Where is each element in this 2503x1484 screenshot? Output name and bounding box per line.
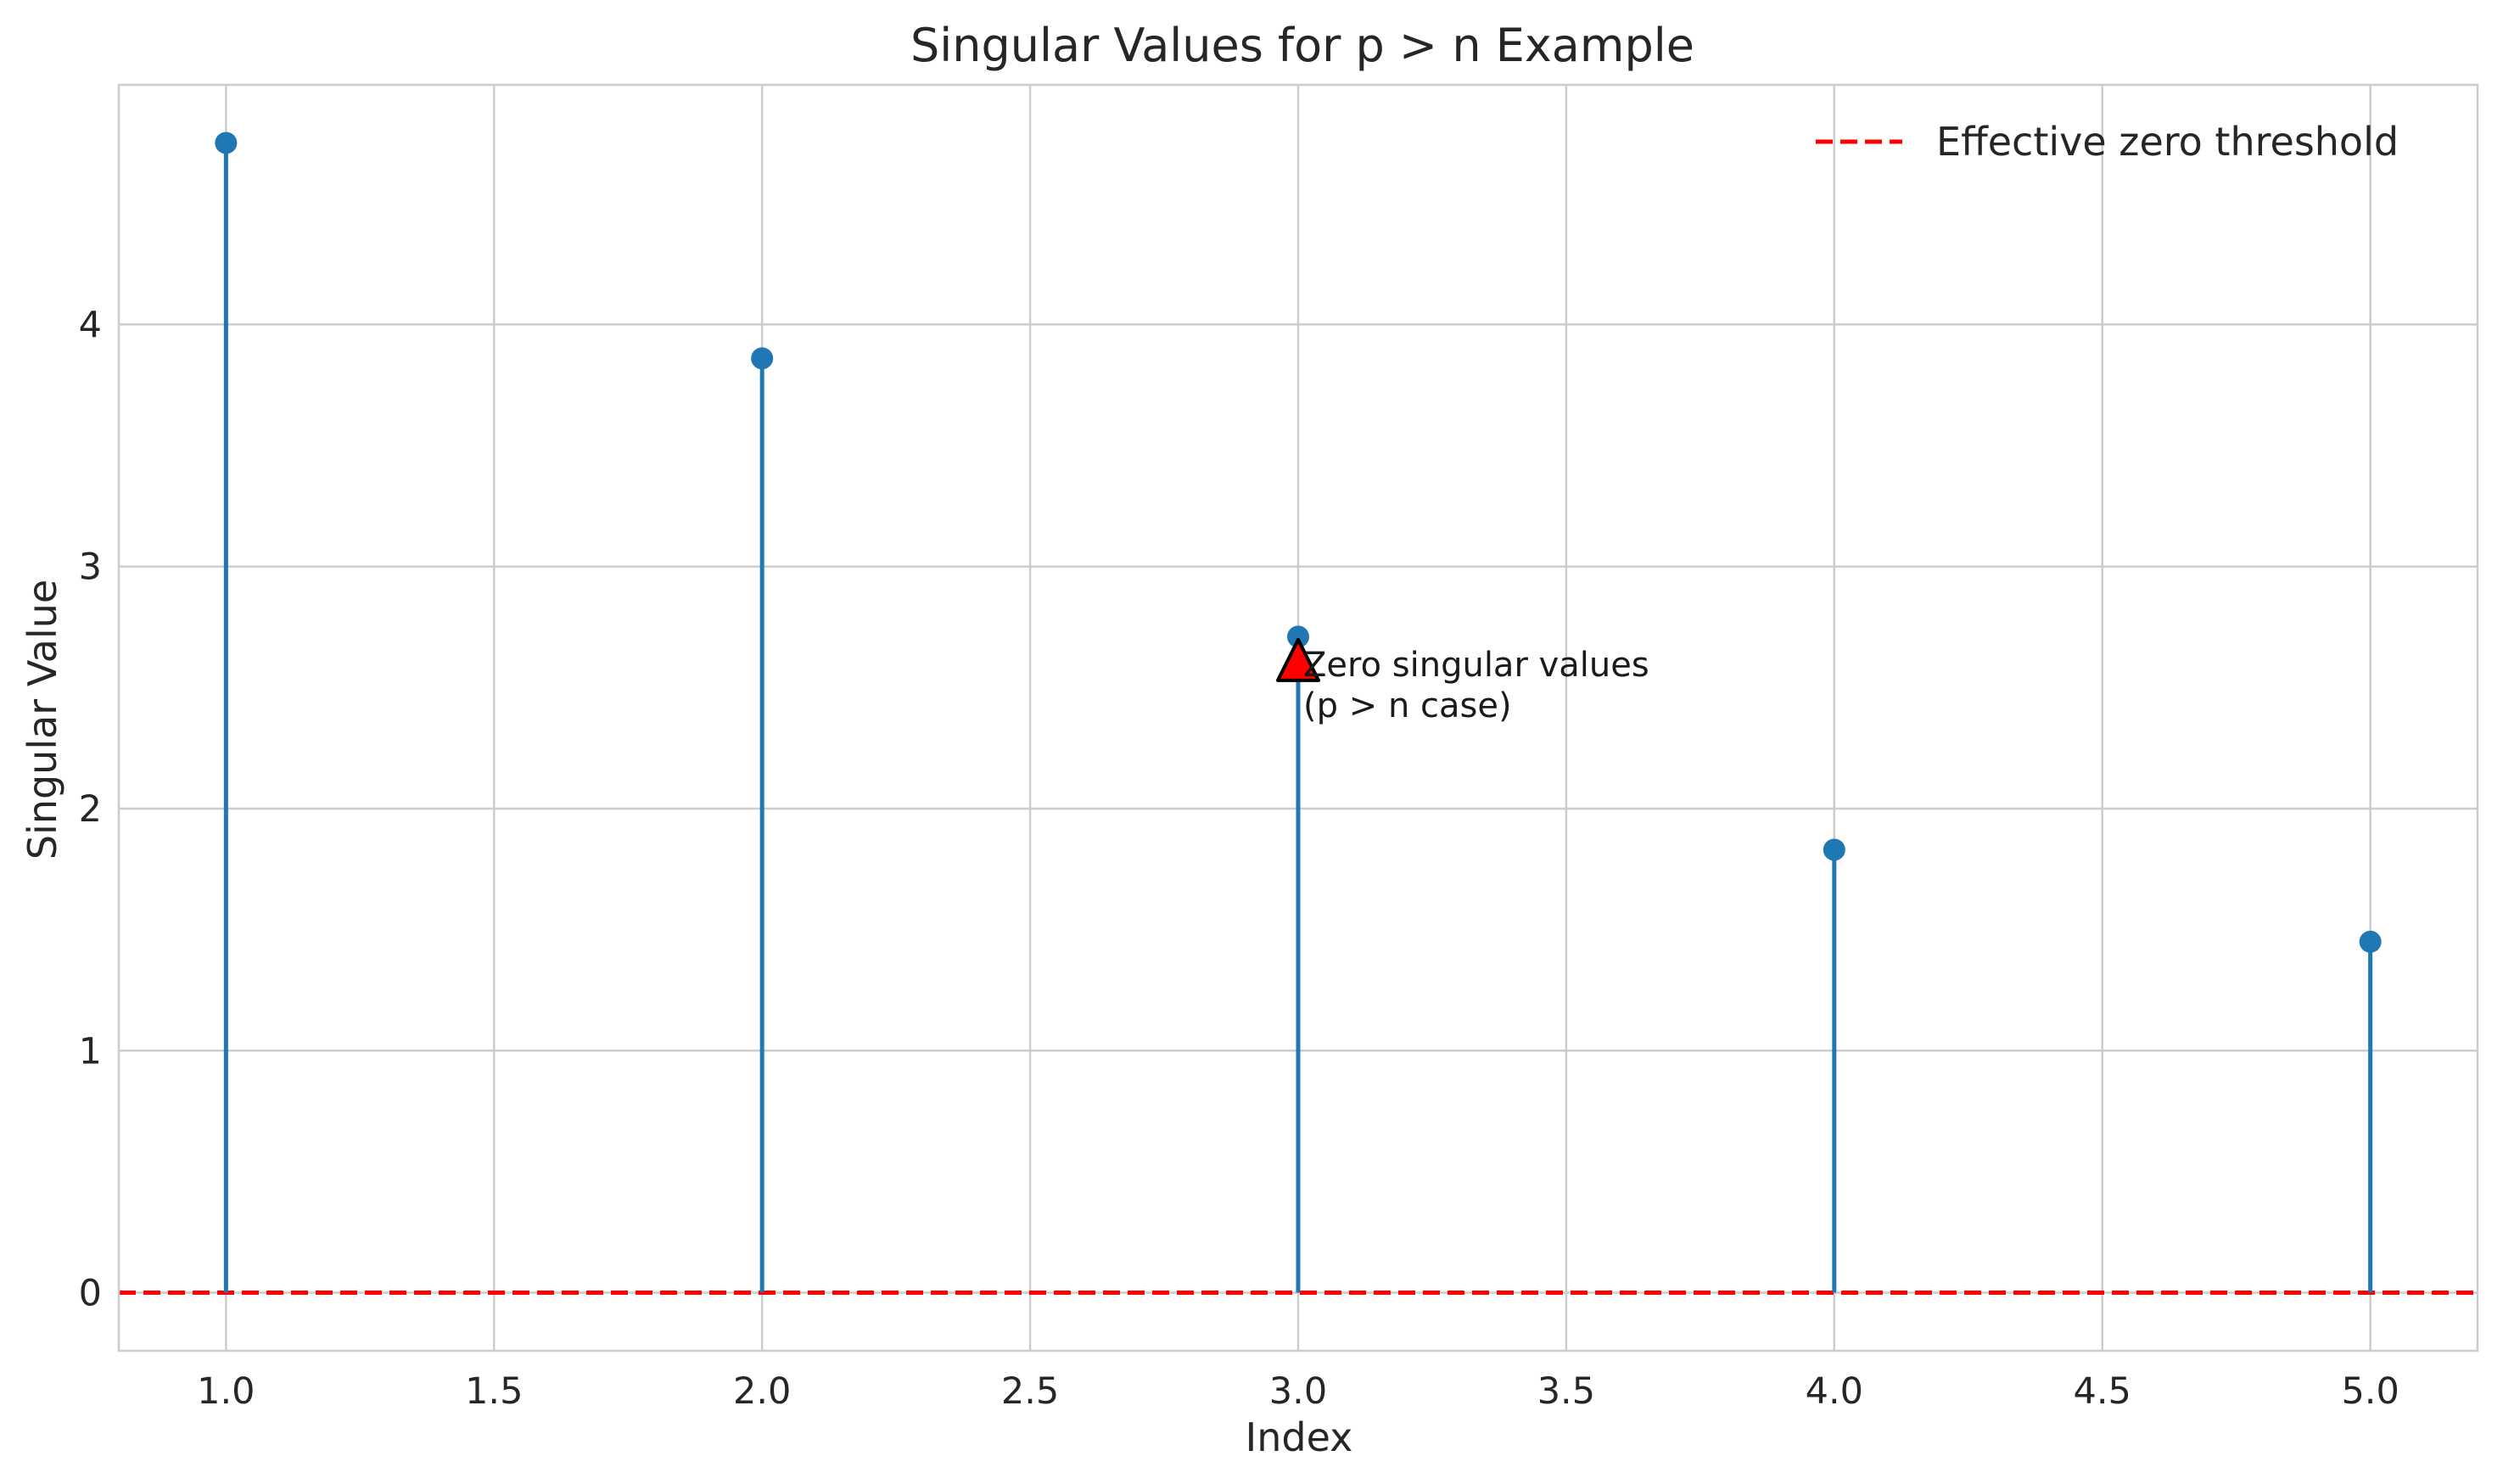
annotation-arrow-head (1276, 637, 1320, 682)
chart-title: Singular Values for p > n Example (910, 19, 1694, 72)
stem-series (215, 132, 2382, 1293)
stem-marker (1823, 838, 1845, 861)
y-tick-label: 2 (79, 788, 102, 831)
annotation: Zero singular values(p > n case) (1276, 637, 1649, 725)
x-tick-label: 4.5 (2074, 1370, 2131, 1413)
x-tick-label: 2.5 (1001, 1370, 1059, 1413)
x-tick-label: 3.5 (1537, 1370, 1595, 1413)
x-axis-label: Index (1246, 1414, 1353, 1460)
stem-marker (751, 347, 774, 370)
y-tick-label: 4 (79, 304, 102, 346)
annotation-text-line: (p > n case) (1303, 686, 1512, 725)
x-tick-label: 2.0 (733, 1370, 791, 1413)
annotation-text-line: Zero singular values (1303, 646, 1649, 685)
x-tick-label: 1.0 (197, 1370, 255, 1413)
x-tick-label: 5.0 (2341, 1370, 2399, 1413)
grid (119, 85, 2478, 1351)
y-tick-label: 0 (79, 1273, 102, 1315)
legend: Effective zero threshold (1816, 119, 2399, 165)
y-tick-label: 3 (79, 546, 102, 589)
y-tick-label: 1 (79, 1030, 102, 1072)
x-tick-label: 3.0 (1269, 1370, 1327, 1413)
stem-marker (2359, 930, 2382, 953)
ticks: 1.0 1.5 2.0 2.5 3.0 3.5 4.0 4.5 5.0 0 1 2 3 4 (79, 304, 2399, 1413)
legend-threshold-label: Effective zero threshold (1936, 119, 2399, 165)
stem-marker (215, 132, 238, 154)
y-axis-label: Singular Value (20, 580, 65, 860)
x-tick-label: 4.0 (1806, 1370, 1863, 1413)
plot-frame (117, 83, 2479, 1352)
x-tick-label: 1.5 (465, 1370, 523, 1413)
stem-marker (1287, 625, 1309, 648)
